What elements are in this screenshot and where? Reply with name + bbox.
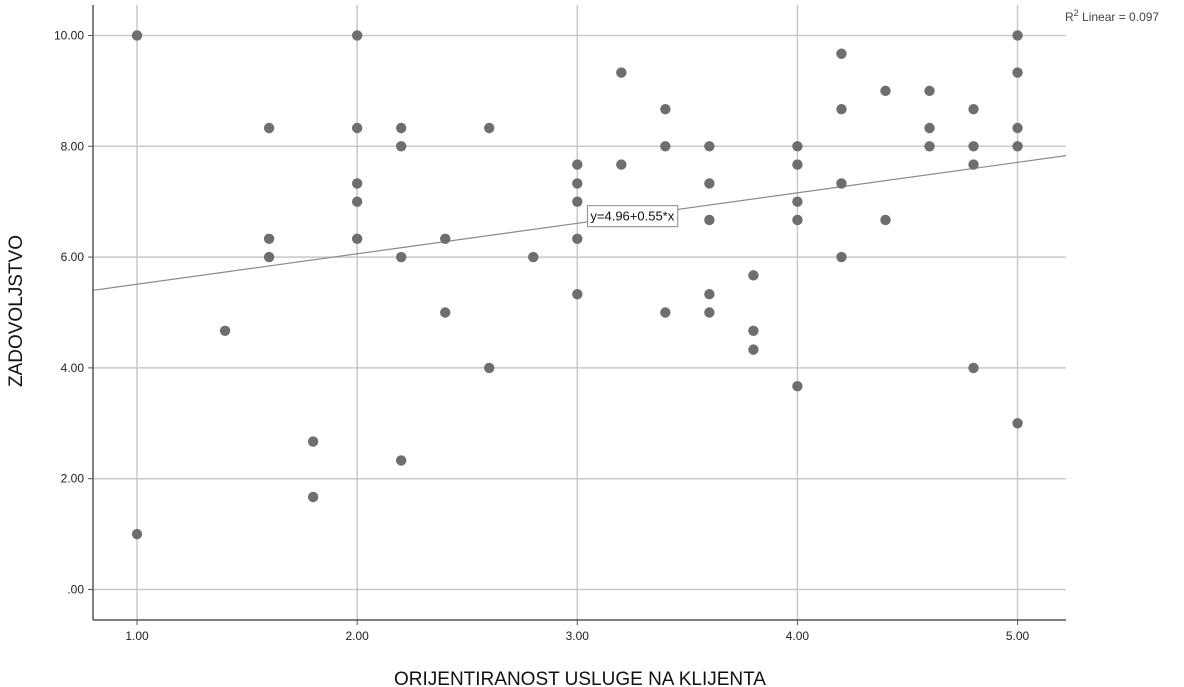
x-tick-label-0: 1.00 (125, 629, 149, 643)
data-point-26 (572, 289, 583, 300)
data-point-13 (395, 122, 407, 134)
data-point-51 (924, 85, 935, 97)
data-point-30 (660, 141, 671, 152)
data-point-17 (440, 233, 451, 245)
y-tick-label-2: 4.00 (61, 361, 85, 375)
x-tick-label-4: 5.00 (1006, 629, 1030, 643)
data-point-36 (704, 307, 715, 318)
data-point-16 (395, 455, 407, 466)
data-point-10 (351, 178, 363, 189)
data-point-28 (616, 159, 627, 170)
y-tick-label-3: 6.00 (61, 250, 85, 264)
data-point-0 (131, 30, 143, 41)
data-point-52 (924, 122, 935, 134)
data-point-25 (572, 233, 583, 245)
x-tick-label-2: 3.00 (566, 629, 590, 643)
data-point-24 (572, 196, 583, 207)
data-point-55 (968, 141, 979, 152)
data-point-27 (616, 67, 627, 78)
data-point-35 (704, 289, 715, 300)
data-point-54 (968, 103, 979, 115)
data-point-45 (836, 48, 847, 59)
data-point-29 (660, 103, 671, 115)
data-point-44 (792, 380, 803, 392)
data-point-12 (351, 233, 363, 245)
data-point-6 (307, 436, 319, 447)
y-tick-label-0: .00 (67, 583, 84, 597)
data-point-49 (880, 85, 891, 97)
data-point-14 (395, 141, 407, 152)
data-point-5 (263, 251, 275, 263)
data-point-59 (1012, 67, 1023, 78)
regression-equation-box (586, 205, 679, 228)
data-point-50 (880, 214, 891, 226)
grid-lines (93, 5, 1066, 620)
data-point-1 (131, 528, 143, 540)
data-point-40 (792, 141, 803, 152)
regression-equation-text: y=4.96+0.55*x (590, 209, 674, 224)
data-point-37 (748, 270, 759, 281)
data-point-31 (660, 307, 671, 318)
data-point-32 (704, 141, 715, 152)
x-axis-title: ORIJENTIRANOST USLUGE NA KLIJENTA (394, 669, 766, 687)
data-point-39 (748, 344, 759, 355)
data-point-19 (484, 122, 495, 134)
r-squared-label: R2 Linear = 0.097 (1065, 8, 1159, 24)
data-point-46 (836, 103, 847, 115)
data-point-23 (572, 178, 583, 189)
data-point-56 (968, 159, 979, 170)
data-point-48 (836, 251, 847, 263)
regression-line-group (92, 155, 1067, 291)
regression-equation-label: y=4.96+0.55*x (586, 205, 679, 228)
data-point-22 (572, 159, 583, 170)
data-point-33 (704, 178, 715, 189)
data-point-15 (395, 251, 407, 263)
data-point-60 (1012, 122, 1023, 134)
data-points (131, 30, 1023, 540)
data-point-43 (792, 214, 803, 226)
x-tick-label-3: 4.00 (786, 629, 810, 643)
x-tick-label-1: 2.00 (345, 629, 369, 643)
x-tick-labels: 1.00 2.00 3.00 4.00 5.00 (125, 629, 1029, 643)
data-point-42 (792, 196, 803, 207)
data-point-62 (1012, 418, 1023, 429)
data-point-57 (968, 362, 979, 374)
y-tick-label-1: 2.00 (61, 472, 85, 486)
data-point-20 (484, 362, 495, 374)
data-point-2 (219, 325, 231, 336)
data-point-11 (351, 196, 363, 207)
axes (88, 5, 1066, 625)
data-point-7 (307, 491, 319, 503)
y-tick-label-4: 8.00 (61, 139, 85, 153)
data-point-38 (748, 325, 759, 336)
data-point-41 (792, 159, 803, 170)
regression-line (92, 155, 1067, 291)
y-axis-title: ZADOVOLJSTVO (6, 235, 27, 387)
data-point-58 (1012, 30, 1023, 41)
data-point-53 (924, 141, 935, 152)
y-tick-labels: .00 2.00 4.00 6.00 8.00 10.00 (54, 28, 84, 596)
y-tick-label-5: 10.00 (54, 28, 84, 42)
data-point-9 (351, 122, 363, 134)
data-point-18 (440, 307, 451, 318)
data-point-21 (528, 251, 539, 263)
data-point-4 (263, 233, 275, 245)
data-point-47 (836, 178, 847, 189)
data-point-61 (1012, 141, 1023, 152)
data-point-34 (704, 214, 715, 226)
data-point-3 (263, 122, 275, 134)
data-point-8 (351, 30, 363, 41)
